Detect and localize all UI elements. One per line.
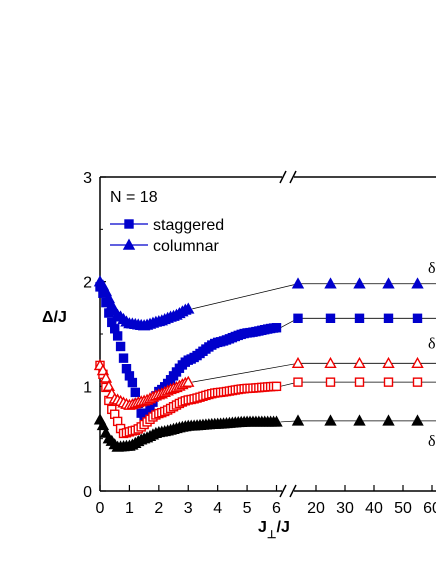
- data-point: [412, 377, 423, 387]
- connector-red-columnar: [192, 362, 299, 383]
- x-tick-label: 6: [272, 500, 281, 517]
- x-tick-label: 3: [184, 500, 193, 517]
- delta-label: δ: [428, 335, 436, 352]
- data-point: [353, 356, 366, 369]
- data-point: [96, 364, 110, 376]
- legend-label-columnar: columnar: [153, 238, 219, 255]
- x-axis-label-sub: ⊥: [267, 529, 277, 541]
- data-point: [291, 356, 305, 369]
- y-tick-label: 2: [83, 275, 92, 292]
- x-tick-label: 1: [125, 500, 134, 517]
- x-axis-label-main: J: [258, 519, 267, 536]
- data-point: [115, 341, 126, 352]
- data-point: [271, 381, 282, 392]
- data-point: [411, 277, 424, 289]
- data-point: [411, 356, 424, 369]
- x-tick-label: 4: [213, 500, 222, 517]
- delta-label: δ: [428, 260, 436, 277]
- data-point: [383, 313, 394, 323]
- series-blue-staggered: [95, 282, 436, 425]
- svg-text:J⊥/J: J⊥/J: [258, 519, 290, 541]
- x-tick-label: 0: [96, 500, 105, 517]
- series-blue-columnar: [93, 275, 436, 331]
- legend-marker: [122, 238, 136, 250]
- connector-blue-columnar: [192, 283, 299, 310]
- data-point: [293, 377, 303, 387]
- data-point: [324, 356, 337, 369]
- data-point: [127, 377, 138, 388]
- data-point: [353, 414, 366, 426]
- data-point: [353, 277, 366, 289]
- data-point: [412, 313, 423, 323]
- series-black: [93, 413, 436, 452]
- axes: 012301234562030405060δδδ: [83, 170, 436, 517]
- data-point: [112, 331, 123, 341]
- data-point: [291, 277, 305, 289]
- data-point: [182, 302, 195, 314]
- axis-break-mark: [279, 170, 287, 184]
- x-tick-label: 5: [243, 500, 252, 517]
- series-red-columnar: [93, 356, 436, 410]
- data-point: [383, 377, 394, 387]
- data-point: [354, 313, 365, 323]
- data-point: [270, 415, 283, 427]
- data-point: [324, 414, 337, 426]
- data-marks: [93, 275, 436, 452]
- y-tick-label: 0: [83, 484, 92, 501]
- axis-break-mark: [289, 484, 297, 498]
- x-tick-label: 40: [365, 500, 383, 517]
- legend-marker: [124, 219, 134, 229]
- y-tick-label: 3: [83, 170, 92, 187]
- data-point: [130, 387, 141, 398]
- data-point: [325, 313, 336, 323]
- data-point: [182, 375, 195, 387]
- x-axis-label: J⊥/J: [258, 519, 290, 541]
- legend-label-staggered: staggered: [153, 217, 224, 234]
- data-point: [411, 414, 424, 426]
- data-point: [354, 377, 365, 387]
- x-tick-label: 60: [423, 500, 436, 517]
- axis-break-mark: [289, 170, 297, 184]
- data-point: [382, 356, 395, 369]
- legend: staggered columnar: [110, 217, 224, 255]
- x-axis-label-suffix: /J: [277, 519, 290, 536]
- data-point: [293, 313, 303, 323]
- data-point: [291, 414, 305, 426]
- x-tick-label: 20: [307, 500, 325, 517]
- data-point: [102, 379, 116, 391]
- data-point: [99, 371, 113, 383]
- data-point: [382, 277, 395, 289]
- data-point: [325, 377, 336, 387]
- data-point: [382, 414, 395, 426]
- x-tick-label: 2: [154, 500, 163, 517]
- y-axis-label: Δ/J: [42, 309, 67, 326]
- x-tick-label: 50: [394, 500, 412, 517]
- annotation-n: N = 18: [110, 189, 158, 206]
- data-point: [118, 353, 129, 363]
- delta-label: δ: [428, 433, 436, 450]
- axis-break-mark: [279, 484, 287, 498]
- x-tick-label: 30: [336, 500, 354, 517]
- data-point: [96, 418, 110, 431]
- data-point: [324, 277, 337, 289]
- data-point: [271, 323, 282, 333]
- y-tick-label: 1: [83, 379, 92, 396]
